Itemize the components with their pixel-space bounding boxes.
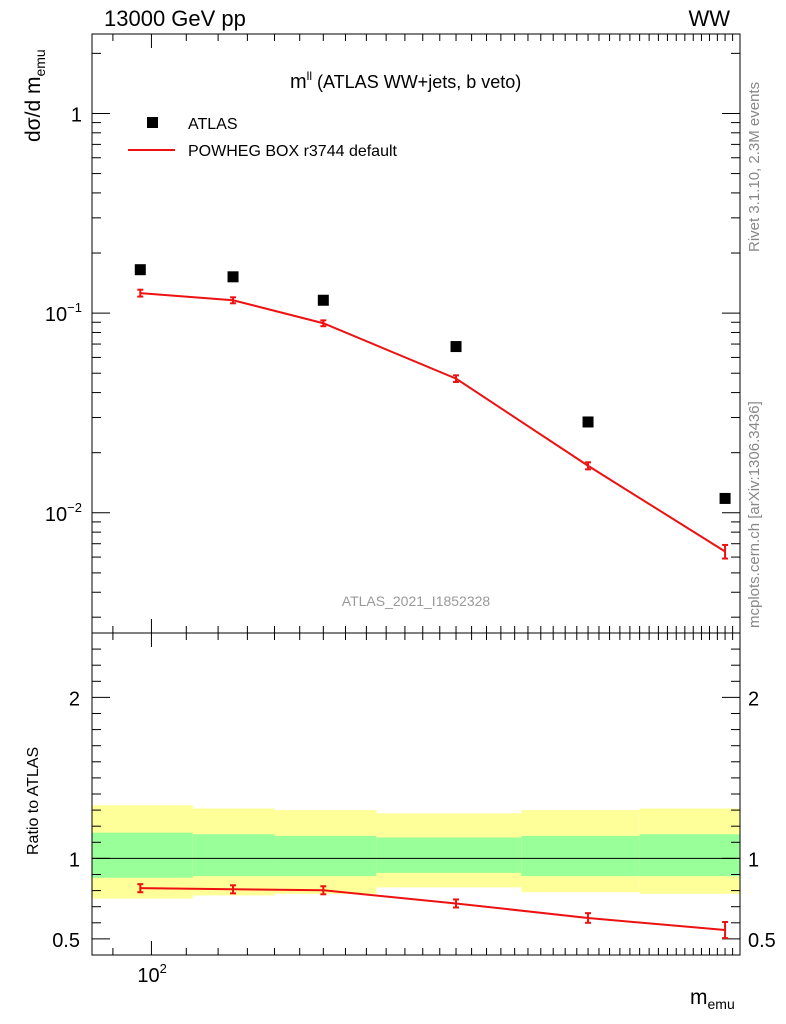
ratio-plot-frame [91,632,741,956]
ratio-line [140,887,726,932]
legend-marker-atlas [147,117,158,128]
ratio-y-tick-label-right: 1 [748,849,759,871]
ratio-y-tick-label-left: 2 [69,688,80,710]
ratio-y-tick-label-right: 0.5 [748,930,776,952]
uncertainty-band-green [92,832,193,878]
uncertainty-band-green [521,835,640,877]
legend-label-powheg: POWHEG BOX r3744 default [188,143,398,160]
ratio-y-tick-label-left: 0.5 [52,930,80,952]
y-axis-title: dσ/d memu [22,49,48,142]
uncertainty-band-green [639,834,740,877]
analysis-watermark: ATLAS_2021_I1852328 [342,593,491,609]
process-label: WW [688,6,730,31]
legend-label-atlas: ATLAS [188,116,238,133]
beam-energy-label: 13000 GeV pp [104,6,246,31]
powheg-line [140,292,726,553]
y-tick-label: 10−2 [45,500,82,526]
x-axis-title: memu [690,986,735,1012]
atlas-data-point [582,416,594,428]
atlas-data-point [450,341,462,353]
y-tick-label: 10−1 [45,300,82,326]
uncertainty-band-green [274,835,377,877]
atlas-data-point [227,271,239,283]
atlas-data-point [317,294,329,306]
uncertainty-band-green [376,837,522,873]
uncertainty-band-green [192,834,275,877]
plot-title: mll (ATLAS WW+jets, b veto) [290,69,521,93]
atlas-data-point [719,492,731,504]
ratio-y-tick-label-right: 2 [748,688,759,710]
ratio-y-axis-title: Ratio to ATLAS [25,747,42,855]
ratio-y-tick-label-left: 1 [69,849,80,871]
x-tick-label: 102 [137,961,166,987]
y-tick-label: 1 [71,104,82,126]
atlas-data-point [134,264,146,276]
